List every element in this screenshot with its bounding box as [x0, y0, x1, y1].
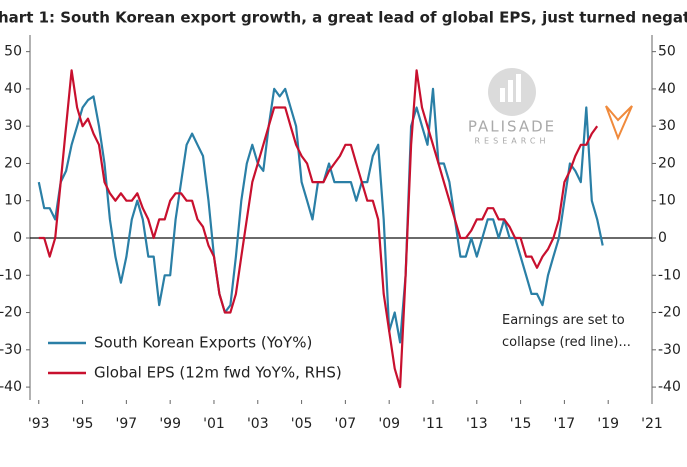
- y-tick-label: 0: [13, 230, 22, 246]
- x-tick-label: '13: [466, 416, 488, 432]
- y-tick-label: -40: [0, 379, 22, 395]
- y2-tick-label: -30: [658, 342, 681, 358]
- y-tick-label: -20: [0, 305, 22, 321]
- y2-tick-label: -20: [658, 305, 681, 321]
- y-tick-label: 10: [4, 193, 22, 209]
- y2-tick-label: -40: [658, 379, 681, 395]
- y2-tick-label: 0: [658, 230, 667, 246]
- x-tick-label: '09: [378, 416, 400, 432]
- x-tick-label: '15: [510, 416, 532, 432]
- watermark: RESEARCH: [475, 137, 550, 146]
- y-tick-label: 30: [4, 118, 22, 134]
- y-tick-label: 20: [4, 155, 22, 171]
- y2-tick-label: -10: [658, 267, 681, 283]
- chart-title: hart 1: South Korean export growth, a gr…: [0, 9, 687, 27]
- x-tick-label: '03: [247, 416, 269, 432]
- y-tick-label: 50: [4, 44, 22, 60]
- x-tick-label: '01: [203, 416, 225, 432]
- x-tick-label: '99: [159, 416, 181, 432]
- y2-tick-label: 50: [658, 44, 676, 60]
- x-tick-label: '93: [28, 416, 50, 432]
- y2-tick-label: 30: [658, 118, 676, 134]
- x-tick-label: '97: [116, 416, 138, 432]
- x-tick-label: '21: [641, 416, 663, 432]
- watermark-logo: [488, 68, 536, 116]
- x-tick-label: '11: [422, 416, 444, 432]
- y2-tick-label: 40: [658, 81, 676, 97]
- y-tick-label: 40: [4, 81, 22, 97]
- watermark: PALISADE: [468, 118, 556, 136]
- y-tick-label: -30: [0, 342, 22, 358]
- legend-label: Global EPS (12m fwd YoY%, RHS): [94, 364, 342, 382]
- arrow-icon: [605, 105, 633, 141]
- x-tick-label: '05: [291, 416, 313, 432]
- y2-tick-label: 20: [658, 155, 676, 171]
- x-tick-label: '19: [597, 416, 619, 432]
- x-tick-label: '07: [335, 416, 357, 432]
- x-tick-label: '95: [72, 416, 94, 432]
- x-tick-label: '17: [554, 416, 576, 432]
- legend-label: South Korean Exports (YoY%): [94, 334, 312, 352]
- annotation: Earnings are set to collapse (red line)..…: [502, 313, 631, 350]
- y2-tick-label: 10: [658, 193, 676, 209]
- y-tick-label: -10: [0, 267, 22, 283]
- series-line: [38, 69, 599, 389]
